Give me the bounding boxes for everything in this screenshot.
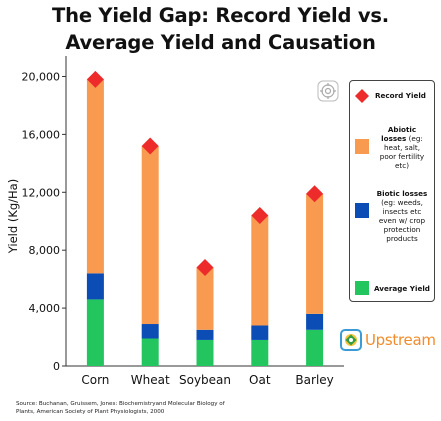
record-yield-marker <box>251 206 269 224</box>
legend-item-biotic: Biotic losses (eg: weeds, insects etc ev… <box>355 189 429 243</box>
legend-biotic-bold: Biotic losses <box>376 189 428 198</box>
y-tick-label: 16,000 <box>22 128 61 141</box>
chart-title-line2: Average Yield and Causation <box>65 31 376 54</box>
bar-segment-abiotic-losses <box>306 193 324 314</box>
source-citation: Source: Buchanan, Gruissem, Jones: Bioch… <box>16 400 296 416</box>
bar-segment-biotic-losses <box>196 329 214 340</box>
legend-swatch-abiotic <box>355 139 369 154</box>
source-line2: Plants, American Society of Plant Physio… <box>16 409 165 415</box>
bar-segment-biotic-losses <box>306 313 324 330</box>
legend-item-average: Average Yield <box>355 281 430 295</box>
legend-swatch-average <box>355 281 369 295</box>
x-tick-label: Oat <box>249 373 271 387</box>
record-yield-marker <box>141 137 159 155</box>
source-line1: Source: Buchanan, Gruissem, Jones: Bioch… <box>16 401 225 407</box>
y-tick-label: 8,000 <box>29 244 61 257</box>
chart-title-line1: The Yield Gap: Record Yield vs. <box>52 4 389 27</box>
bar-segment-abiotic-losses <box>141 145 159 325</box>
bar-segment-biotic-losses <box>86 273 104 300</box>
bar-segment-average-yield <box>306 329 324 366</box>
legend-item-abiotic: Abiotic losses (eg: heat, salt, poor fer… <box>355 125 429 170</box>
y-tick-label: 4,000 <box>29 302 61 315</box>
chart-title: The Yield Gap: Record Yield vs. Average … <box>0 2 441 56</box>
x-tick-label: Barley <box>295 373 333 387</box>
x-tick-label: Corn <box>81 373 109 387</box>
legend-record-label: Record Yield <box>375 91 426 100</box>
bar-segment-average-yield <box>86 299 104 366</box>
crosshair-target-icon <box>317 80 339 102</box>
legend-diamond-icon <box>355 89 369 103</box>
record-yield-marker <box>196 259 214 277</box>
bar-segment-biotic-losses <box>141 324 159 339</box>
bar-segment-abiotic-losses <box>196 267 214 330</box>
legend-item-record-yield: Record Yield <box>354 89 426 103</box>
legend-biotic-rest: (eg: weeds, insects etc even w/ crop pro… <box>378 198 426 243</box>
bar-segment-average-yield <box>196 339 214 366</box>
record-yield-marker <box>306 185 324 203</box>
upstream-brand: Upstream <box>340 327 436 353</box>
bar-segment-average-yield <box>251 339 269 366</box>
x-tick-label: Soybean <box>179 373 231 387</box>
y-axis-label: Yield (Kg/Ha) <box>6 179 20 254</box>
y-tick-label: 0 <box>53 360 60 373</box>
legend-average-label: Average Yield <box>374 284 430 293</box>
chart-legend: Record Yield Abiotic losses (eg: heat, s… <box>349 80 435 302</box>
upstream-logo-icon <box>340 329 362 351</box>
legend-swatch-biotic <box>355 203 369 218</box>
y-tick-label: 12,000 <box>22 186 61 199</box>
record-yield-marker <box>86 70 104 88</box>
bar-segment-average-yield <box>141 338 159 366</box>
bar-segment-abiotic-losses <box>86 79 104 274</box>
legend-abiotic-rest: (eg: heat, salt, poor fertility etc) <box>379 134 425 170</box>
x-tick-label: Wheat <box>131 373 170 387</box>
bar-segment-biotic-losses <box>251 325 269 340</box>
legend-abiotic-bold: Abiotic losses <box>381 125 417 143</box>
bar-segment-abiotic-losses <box>251 215 269 326</box>
y-tick-label: 20,000 <box>22 70 61 83</box>
upstream-wordmark: Upstream <box>365 331 436 349</box>
